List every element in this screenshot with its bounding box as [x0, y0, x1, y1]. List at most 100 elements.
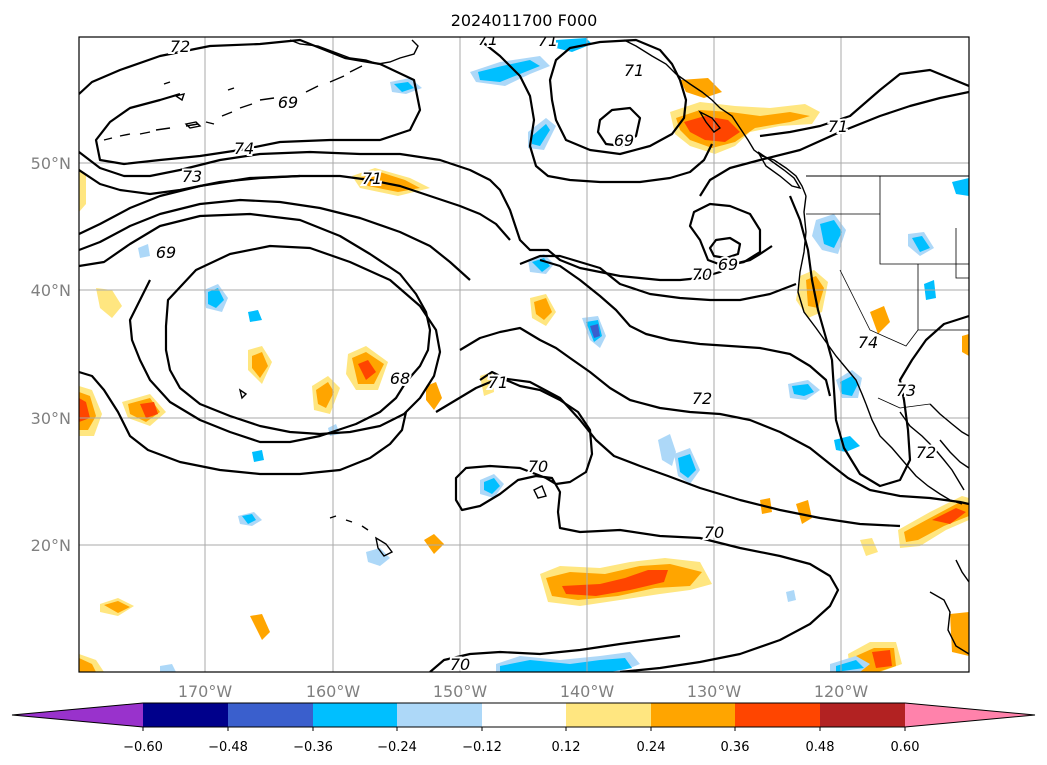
gulf-of-california — [899, 411, 965, 491]
colorbar-tick-label: −0.12 — [462, 740, 502, 755]
negative-anomaly-patch — [242, 514, 256, 524]
positive-anomaly-patch — [562, 570, 668, 596]
positive-anomaly-patch — [796, 500, 812, 524]
colorbar: −0.60 −0.48 −0.36 −0.24 −0.12 0.12 0.24 … — [11, 702, 1036, 755]
negative-anomaly-patch — [394, 82, 414, 92]
positive-anomaly-patch — [932, 508, 966, 524]
colorbar-segment — [313, 703, 397, 727]
negative-anomaly-patch — [658, 434, 676, 466]
state-borders — [806, 176, 969, 347]
negative-anomaly-patch — [252, 450, 264, 462]
contour-line — [435, 376, 901, 528]
contour-line — [788, 195, 969, 488]
contour-label: 72 — [170, 37, 190, 56]
positive-anomaly-patch — [426, 382, 442, 410]
contour-line — [519, 254, 797, 302]
vancouver-island — [757, 151, 802, 190]
haida-gwaii — [698, 110, 722, 133]
positive-anomaly-patch — [680, 78, 722, 98]
contour-label: 73 — [896, 381, 916, 400]
contour-label: 68 — [390, 369, 410, 388]
colorbar-tick-label: −0.48 — [208, 740, 248, 755]
map-panel: 72 71 71 71 74 73 71 69 69 69 70 69 71 6… — [78, 30, 970, 674]
negative-anomaly-patch — [590, 324, 600, 338]
positive-anomaly-patch — [252, 352, 268, 378]
contour-label: 73 — [182, 167, 202, 186]
baja-california — [865, 403, 963, 505]
contour-line — [699, 90, 969, 197]
contour-line — [79, 38, 422, 166]
colorbar-segment — [735, 703, 820, 727]
island-polygons — [163, 81, 547, 499]
longitude-label: 170°W — [178, 682, 233, 701]
latitude-label: 40°N — [31, 281, 71, 300]
contour-line — [539, 258, 832, 397]
negative-anomaly-patch — [820, 220, 842, 248]
negative-anomaly-patch — [532, 124, 550, 146]
colorbar-segment — [228, 703, 313, 727]
longitude-label: 120°W — [814, 682, 869, 701]
colorbar-segment — [482, 703, 566, 727]
contour-label: 71 — [538, 31, 558, 50]
contour-label: 69 — [156, 243, 176, 262]
mexico-mainland-coast — [929, 403, 969, 583]
contour-label: 72 — [916, 443, 936, 462]
contour-lines — [79, 38, 969, 672]
positive-anomaly-patch — [104, 601, 130, 613]
latitude-label: 20°N — [31, 536, 71, 555]
hawaiian-islands — [329, 515, 394, 557]
contour-label: 70 — [450, 655, 470, 674]
colorbar-extend-high — [905, 703, 1035, 727]
negative-anomaly-patch — [208, 288, 224, 308]
figure-title: 2024011700 F000 — [451, 11, 598, 30]
positive-anomaly-patch — [962, 334, 969, 356]
shaded-anomalies — [79, 38, 969, 672]
negative-anomaly-patch — [484, 478, 500, 494]
colorbar-extend-low — [12, 703, 143, 727]
colorbar-tick-label: −0.24 — [377, 740, 417, 755]
contour-label: 74 — [858, 333, 878, 352]
negative-anomaly-patch — [786, 590, 796, 602]
positive-anomaly-patch — [860, 538, 878, 556]
contour-label: 71 — [478, 30, 498, 49]
contour-line — [596, 106, 642, 148]
contour-line — [164, 244, 442, 436]
contour-label: 70 — [528, 457, 548, 476]
contour-line — [459, 326, 969, 506]
contour-line — [79, 174, 301, 235]
negative-anomaly-patch — [912, 236, 930, 252]
contour-label: 70 — [704, 523, 724, 542]
contour-line — [759, 68, 969, 138]
contour-label: 72 — [692, 389, 712, 408]
contour-label: 69 — [614, 131, 634, 150]
map-frame — [78, 36, 970, 673]
colorbar-segment — [820, 703, 905, 727]
negative-anomaly-patch — [366, 548, 390, 566]
longitude-labels: 170°W 160°W 150°W 140°W 130°W 120°W — [178, 682, 869, 701]
colorbar-ticks — [142, 727, 906, 731]
positive-anomaly-patch — [424, 534, 444, 554]
colorbar-tick-label: 0.60 — [891, 740, 920, 755]
negative-anomaly-patch — [138, 244, 150, 258]
positive-anomaly-patch — [872, 650, 892, 668]
positive-anomaly-patch — [534, 298, 552, 320]
colorbar-segment — [143, 703, 228, 727]
positive-anomaly-patch — [79, 398, 90, 422]
negative-anomaly-patch — [160, 664, 176, 672]
colorbar-tick-label: 0.12 — [552, 740, 581, 755]
latitude-label: 50°N — [31, 154, 71, 173]
positive-anomaly-patch — [950, 612, 969, 656]
contour-line — [479, 39, 713, 184]
colorbar-tick-label: 0.36 — [721, 740, 750, 755]
contour-line — [79, 169, 511, 241]
negative-anomaly-patch — [792, 384, 814, 396]
contour-line — [79, 198, 471, 281]
contour-line — [548, 38, 688, 156]
aleutian-islands — [103, 65, 363, 141]
contour-line — [708, 236, 742, 260]
contour-value-labels: 72 71 71 71 74 73 71 69 69 69 70 69 71 6… — [154, 30, 938, 674]
latitude-label: 30°N — [31, 409, 71, 428]
contour-line — [688, 202, 762, 268]
colorbar-segment — [397, 703, 482, 727]
